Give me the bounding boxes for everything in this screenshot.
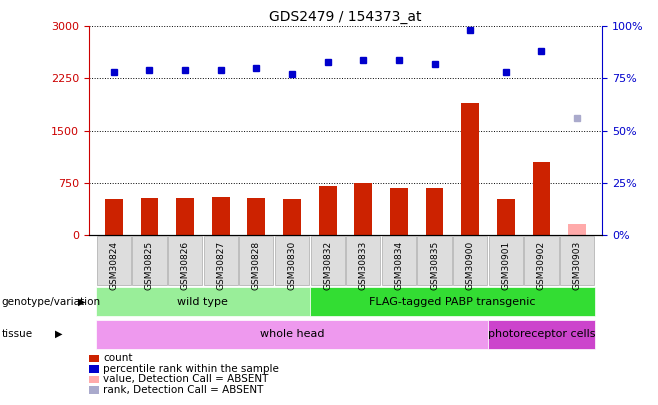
Bar (355, 183, 372, 235)
Bar (560, 236, 594, 284)
Title: GDS2479 / 154373_at: GDS2479 / 154373_at (269, 10, 422, 24)
Text: GSM30900: GSM30900 (466, 241, 474, 290)
Bar (247, 198, 265, 235)
Text: GSM30833: GSM30833 (359, 241, 368, 290)
Bar (141, 198, 159, 235)
Bar (240, 236, 274, 284)
Text: GSM30827: GSM30827 (216, 241, 225, 290)
Text: GSM30826: GSM30826 (180, 241, 190, 290)
Text: GSM30825: GSM30825 (145, 241, 154, 290)
Text: photoreceptor cells: photoreceptor cells (488, 329, 595, 339)
Bar (426, 188, 443, 235)
Bar (132, 236, 166, 284)
Bar (311, 236, 345, 284)
Bar (97, 236, 131, 284)
Text: GSM30903: GSM30903 (572, 241, 582, 290)
Bar (283, 199, 301, 235)
Bar (524, 236, 559, 284)
Text: GSM30830: GSM30830 (288, 241, 297, 290)
Bar (275, 236, 309, 284)
Text: ▶: ▶ (78, 297, 85, 307)
Bar (390, 188, 408, 235)
Bar (176, 198, 194, 235)
Text: GSM30834: GSM30834 (394, 241, 403, 290)
Bar (382, 236, 416, 284)
Text: GSM30824: GSM30824 (109, 241, 118, 290)
Bar (489, 236, 523, 284)
Bar (96, 287, 310, 316)
Text: tissue: tissue (1, 329, 32, 339)
Bar (310, 287, 595, 316)
Text: FLAG-tagged PABP transgenic: FLAG-tagged PABP transgenic (369, 297, 536, 307)
Bar (453, 236, 488, 284)
Text: GSM30835: GSM30835 (430, 241, 439, 290)
Bar (532, 162, 550, 235)
Bar (488, 320, 595, 349)
Bar (318, 186, 336, 235)
Bar (212, 197, 230, 235)
Text: GSM30902: GSM30902 (537, 241, 546, 290)
Text: value, Detection Call = ABSENT: value, Detection Call = ABSENT (103, 375, 268, 384)
Bar (346, 236, 380, 284)
Bar (105, 199, 122, 235)
Text: GSM30901: GSM30901 (501, 241, 511, 290)
Text: wild type: wild type (178, 297, 228, 307)
Text: whole head: whole head (260, 329, 324, 339)
Text: percentile rank within the sample: percentile rank within the sample (103, 364, 279, 374)
Text: ▶: ▶ (55, 329, 62, 339)
Bar (461, 103, 479, 235)
Text: count: count (103, 354, 133, 363)
Text: GSM30828: GSM30828 (252, 241, 261, 290)
Bar (497, 199, 515, 235)
Text: GSM30832: GSM30832 (323, 241, 332, 290)
Bar (203, 236, 238, 284)
Bar (168, 236, 202, 284)
Text: rank, Detection Call = ABSENT: rank, Detection Call = ABSENT (103, 385, 264, 395)
Bar (569, 224, 586, 235)
Bar (96, 320, 488, 349)
Text: genotype/variation: genotype/variation (1, 297, 101, 307)
Bar (417, 236, 451, 284)
